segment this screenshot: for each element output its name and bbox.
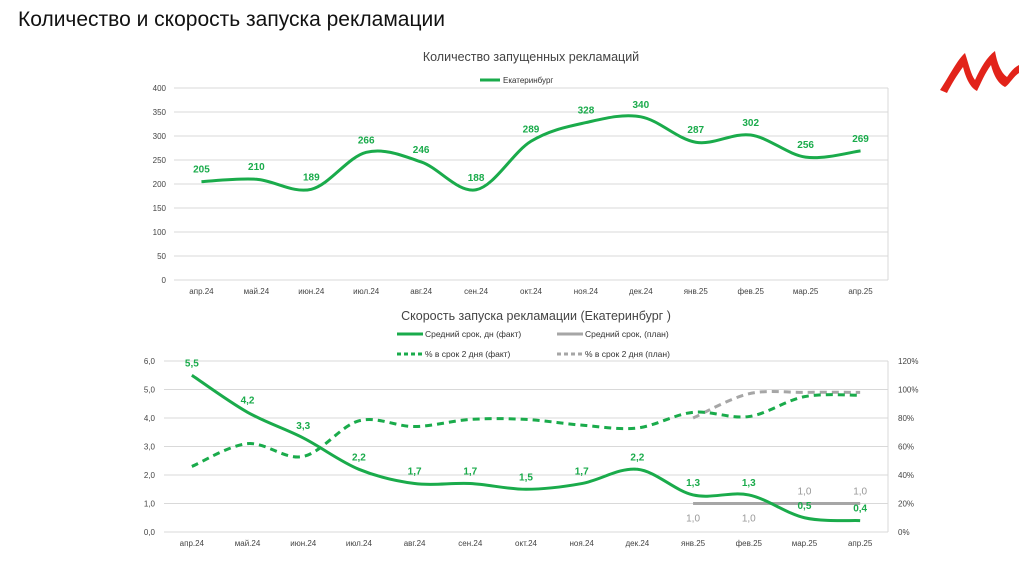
x-tick-label: июн.24	[298, 287, 325, 296]
y-tick-label: 5,0	[144, 386, 156, 395]
y-tick-label: 6,0	[144, 357, 156, 366]
data-label: 266	[358, 135, 375, 146]
chart-complaint-speed: Скорость запуска рекламации (Екатеринбур…	[144, 309, 919, 548]
company-logo	[940, 51, 1019, 93]
y2-tick-label: 100%	[898, 386, 918, 395]
y-tick-label: 4,0	[144, 414, 156, 423]
data-label: 3,3	[296, 421, 310, 432]
data-label: 0,5	[798, 501, 812, 512]
x-tick-label: апр.24	[180, 539, 205, 548]
chart-complaints-count: Количество запущенных рекламаций Екатерин…	[153, 50, 889, 296]
series-line-fact-percent	[191, 393, 861, 468]
x-tick-label: ноя.24	[570, 539, 595, 548]
data-label: 340	[633, 100, 650, 111]
data-label: 2,2	[630, 452, 644, 463]
y-tick-label: 400	[153, 84, 167, 93]
x-tick-label: дек.24	[626, 539, 650, 548]
x-tick-label: ноя.24	[574, 287, 599, 296]
data-label: 188	[468, 173, 485, 184]
legend-label: % в срок 2 дня (факт)	[425, 349, 511, 359]
y-tick-label: 1,0	[144, 500, 156, 509]
x-tick-label: окт.24	[520, 287, 542, 296]
x-tick-label: дек.24	[629, 287, 653, 296]
x-tick-label: фев.25	[736, 539, 763, 548]
y-tick-label: 0	[162, 276, 167, 285]
y-tick-label: 3,0	[144, 443, 156, 452]
x-tick-label: фев.25	[737, 287, 764, 296]
data-label: 210	[248, 162, 265, 173]
x-tick-label: мар.25	[793, 287, 819, 296]
data-label: 1,3	[686, 478, 700, 489]
data-label: 246	[413, 145, 430, 156]
y-tick-label: 200	[153, 180, 167, 189]
slide-title: Количество и скорость запуска рекламации	[18, 8, 445, 31]
x-tick-label: май.24	[244, 287, 270, 296]
data-label: 1,7	[463, 467, 477, 478]
data-label: 2,2	[352, 452, 366, 463]
series-line-fact-days	[191, 374, 861, 523]
y2-tick-label: 120%	[898, 357, 918, 366]
x-tick-label: июн.24	[290, 539, 317, 548]
x-tick-label: окт.24	[515, 539, 537, 548]
chart-title: Количество запущенных рекламаций	[423, 50, 639, 64]
x-tick-label: мар.25	[792, 539, 818, 548]
x-tick-label: апр.24	[189, 287, 214, 296]
x-tick-label: май.24	[235, 539, 261, 548]
data-label: 205	[193, 165, 210, 176]
data-label: 302	[742, 118, 759, 129]
y-tick-label: 300	[153, 132, 167, 141]
data-label: 1,7	[575, 467, 589, 478]
y2-tick-label: 0%	[898, 528, 910, 537]
data-label: 0,4	[853, 504, 867, 515]
series-line-ekaterinburg	[201, 114, 861, 192]
x-tick-label: авг.24	[404, 539, 426, 548]
x-tick-label: апр.25	[848, 287, 873, 296]
y2-tick-label: 20%	[898, 500, 914, 509]
y2-tick-label: 60%	[898, 443, 914, 452]
x-tick-label: янв.25	[681, 539, 706, 548]
x-tick-label: сен.24	[464, 287, 489, 296]
data-label: 1,0	[853, 487, 867, 498]
series-line-plan-percent	[692, 390, 861, 420]
x-tick-label: июл.24	[346, 539, 373, 548]
chart-title: Скорость запуска рекламации (Екатеринбур…	[401, 309, 671, 323]
x-tick-label: апр.25	[848, 539, 873, 548]
data-label: 1,5	[519, 472, 533, 483]
data-label: 5,5	[185, 358, 199, 369]
data-label: 1,0	[742, 514, 756, 525]
x-tick-label: авг.24	[410, 287, 432, 296]
y-tick-label: 2,0	[144, 471, 156, 480]
y-tick-label: 0,0	[144, 528, 156, 537]
legend-label: Средний срок, дн (факт)	[425, 329, 521, 339]
data-label: 1,0	[798, 487, 812, 498]
x-tick-label: июл.24	[353, 287, 380, 296]
data-label: 189	[303, 172, 320, 183]
data-label: 287	[687, 125, 704, 136]
data-label: 256	[797, 140, 814, 151]
y-tick-label: 350	[153, 108, 167, 117]
x-tick-label: сен.24	[458, 539, 483, 548]
data-label: 4,2	[241, 395, 255, 406]
data-label: 328	[578, 106, 595, 117]
legend-label: Средний срок, (план)	[585, 329, 669, 339]
y-tick-label: 250	[153, 156, 167, 165]
data-label: 289	[523, 124, 540, 135]
legend-label: Екатеринбург	[503, 76, 553, 85]
y-tick-label: 50	[157, 252, 166, 261]
y-tick-label: 150	[153, 204, 167, 213]
data-label: 1,0	[686, 514, 700, 525]
x-tick-label: янв.25	[684, 287, 709, 296]
data-label: 269	[852, 134, 869, 145]
y-tick-label: 100	[153, 228, 167, 237]
legend-label: % в срок 2 дня (план)	[585, 349, 670, 359]
y2-tick-label: 80%	[898, 414, 914, 423]
data-label: 1,7	[408, 467, 422, 478]
data-label: 1,3	[742, 478, 756, 489]
y2-tick-label: 40%	[898, 471, 914, 480]
